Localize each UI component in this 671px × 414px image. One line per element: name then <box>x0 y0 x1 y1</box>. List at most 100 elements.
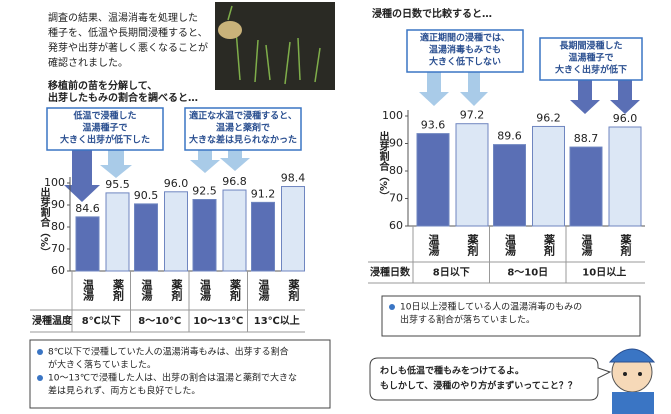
callout-text: 大きく低下しない <box>429 56 501 68</box>
callout-text: 大きな差は見られなかった <box>189 134 297 146</box>
series-label: 薬剤 <box>466 233 480 257</box>
series-label: 温湯 <box>580 233 593 257</box>
series-label: 薬剤 <box>543 233 557 257</box>
series-label: 温湯 <box>140 278 153 302</box>
bar <box>164 191 188 272</box>
bar <box>532 125 565 227</box>
value-label: 92.5 <box>192 185 217 198</box>
y-tick-label: 90 <box>389 137 403 150</box>
series-label: 薬剤 <box>112 278 126 302</box>
y-tick-label: 100 <box>382 109 403 122</box>
x-tick-label: 13℃以上 <box>254 314 300 327</box>
value-label: 90.5 <box>134 189 159 202</box>
y-tick-label: 100 <box>44 176 65 189</box>
note-text: 10～13℃で浸種した人は、出芽の割合は温湯と薬剤で大きな <box>48 372 297 384</box>
value-label: 84.6 <box>75 202 100 215</box>
chart-title: 浸種の日数で比較すると… <box>372 7 492 20</box>
y-axis-label: 出芽割合（%） <box>38 186 51 257</box>
intro-text: 調査の結果、温湯消毒を処理した <box>48 11 198 24</box>
y-tick-label: 90 <box>51 198 65 211</box>
speech-text: もしかして、浸種のやり方がまずいってこと？？ <box>380 380 577 392</box>
y-tick-label: 80 <box>51 220 65 233</box>
series-label: 薬剤 <box>170 278 184 302</box>
value-label: 96.0 <box>164 177 189 190</box>
x-tick-label: 8～10℃ <box>138 316 181 327</box>
x-axis-label: 浸種温度 <box>32 314 73 327</box>
bar <box>608 126 642 227</box>
y-tick-label: 60 <box>389 219 403 232</box>
series-label: 温湯 <box>257 278 270 302</box>
value-label: 93.6 <box>421 119 446 132</box>
photo-sprouts <box>227 5 321 85</box>
value-label: 96.8 <box>222 175 247 188</box>
series-label: 温湯 <box>82 278 95 302</box>
y-tick-label: 80 <box>389 164 403 177</box>
photo-seed <box>218 21 242 39</box>
speech-text: わしも低温で種もみをつけてるよ。 <box>380 365 524 377</box>
value-label: 89.6 <box>497 130 522 143</box>
callout-text: 低温で浸種した <box>72 110 136 122</box>
callout-text: 温湯と薬剤で <box>216 122 270 134</box>
y-tick-label: 70 <box>389 192 403 205</box>
x-tick-label: 8日以下 <box>433 267 470 279</box>
speech-bubble <box>369 357 612 401</box>
callout-text: 適正な水温で浸種すると、 <box>189 110 297 122</box>
y-tick-label: 60 <box>51 264 65 277</box>
note-text: 8℃以下で浸種していた人の温湯消毒もみは、出芽する割合 <box>48 346 289 358</box>
series-label: 温湯 <box>504 233 517 257</box>
bullet <box>389 304 395 310</box>
callout-text: 温湯消毒もみでも <box>429 44 501 56</box>
callout-text: 大きく出芽が低下 <box>555 64 627 76</box>
x-tick-label: 8℃以下 <box>82 315 121 327</box>
bar <box>134 203 158 272</box>
photo <box>215 2 335 90</box>
x-axis-label: 浸種日数 <box>370 266 411 279</box>
value-label: 88.7 <box>574 132 599 145</box>
notes-box <box>29 339 331 409</box>
bar <box>281 186 305 272</box>
bar <box>75 216 100 272</box>
farmer <box>608 348 656 414</box>
value-label: 98.4 <box>281 172 306 185</box>
value-label: 96.2 <box>536 111 561 124</box>
chart-title: 移植前の苗を分解して、 <box>48 79 157 92</box>
note-text: 差は見られず、両方とも良好でした。 <box>48 385 200 397</box>
intro-text: 種子を、低温や長期間浸種すると、 <box>48 26 208 39</box>
callouts <box>46 29 643 202</box>
callout-text: 温湯種子で <box>568 52 613 64</box>
bar <box>416 133 450 227</box>
note-text: が大きく落ちていました。 <box>48 359 156 371</box>
value-label: 97.2 <box>460 109 485 122</box>
bar <box>105 192 130 272</box>
value-label: 91.2 <box>251 187 276 200</box>
value-label: 96.0 <box>613 112 638 125</box>
series-label: 温湯 <box>199 278 212 302</box>
y-tick-label: 70 <box>51 242 65 255</box>
series-label: 温湯 <box>427 233 440 257</box>
intro-text: 発芽や出芽が著しく悪くなることが <box>48 41 208 54</box>
x-tick-label: 10日以上 <box>582 266 626 279</box>
intro-text: 確認されました。 <box>48 56 128 69</box>
bar <box>222 189 247 272</box>
bullet <box>37 375 43 381</box>
value-label: 95.5 <box>105 178 130 191</box>
bar <box>455 123 489 227</box>
chart-title: 出芽したもみの割合を調べると… <box>48 91 198 104</box>
callout-text: 適正期間の浸種では、 <box>420 32 510 44</box>
callout-text: 大きく出芽が低下した <box>60 134 150 146</box>
notes-box <box>381 295 641 337</box>
bar <box>569 146 603 227</box>
note-text: 10日以上浸種している人の温湯消毒のもみの <box>400 301 582 313</box>
callout-text: 長期間浸種した <box>559 40 622 52</box>
x-tick-label: 10～13℃ <box>193 316 243 327</box>
y-axis-label: 出芽割合（%） <box>377 130 390 201</box>
note-text: 出芽する割合が落ちていました。 <box>400 314 535 326</box>
series-label: 薬剤 <box>229 278 243 302</box>
series-label: 薬剤 <box>619 233 633 257</box>
x-tick-label: 8～10日 <box>507 267 548 279</box>
bullet <box>37 349 43 355</box>
bar <box>251 201 275 272</box>
callout-text: 温湯種子で <box>82 122 127 134</box>
bar <box>493 144 526 227</box>
